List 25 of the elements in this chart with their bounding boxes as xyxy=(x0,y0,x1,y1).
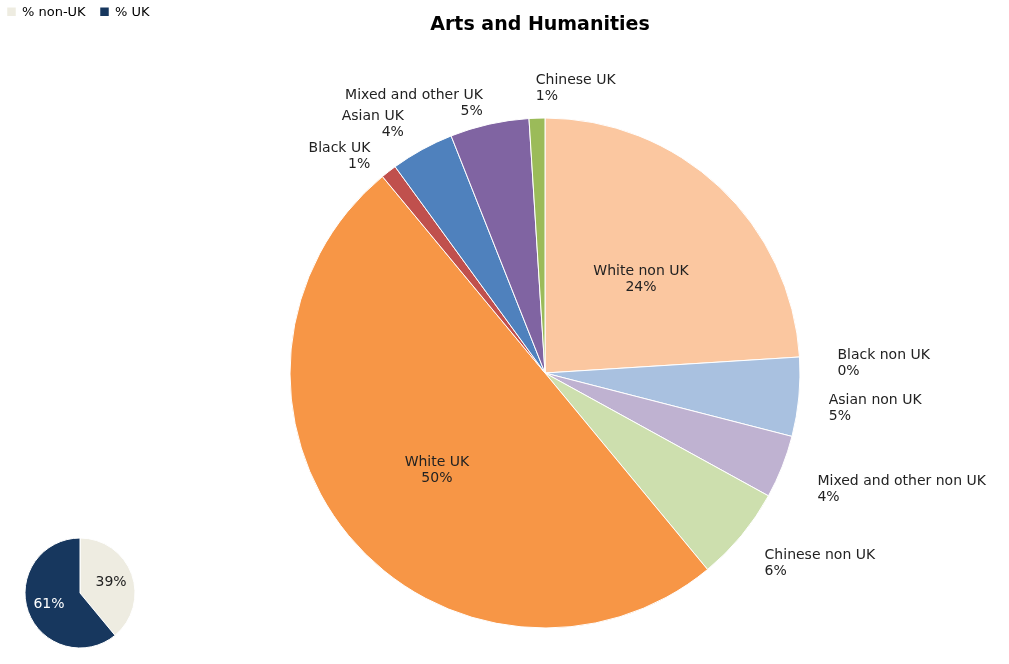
category-label: Black non UK xyxy=(837,345,930,362)
data-label: 4% xyxy=(381,123,404,140)
text: 0% xyxy=(837,361,860,378)
data-label: 5% xyxy=(828,406,851,423)
slice-label: Mixed and other non UK xyxy=(817,471,987,488)
slice-label: Chinese UK xyxy=(535,71,617,88)
slice-label: Asian UK xyxy=(341,107,405,124)
slice-label: White non UK xyxy=(593,261,690,278)
slice-label: Black UK xyxy=(308,138,372,155)
legend-label: % UK xyxy=(115,3,150,19)
slice-label: Chinese non UK xyxy=(764,545,876,562)
legend-label: % non-UK xyxy=(22,3,87,19)
data-label: 1% xyxy=(535,87,559,104)
chart-title: Arts and Humanities xyxy=(430,12,650,34)
data-label: 50% xyxy=(421,469,453,486)
data-label: 6% xyxy=(764,561,787,578)
slice-label: Asian non UK xyxy=(828,390,923,407)
data-label: 61% xyxy=(33,595,65,612)
slice-label: Mixed and other UK xyxy=(345,85,484,102)
data-label: 1% xyxy=(348,154,371,171)
data-label: 39% xyxy=(95,572,127,589)
slice-label: White UK xyxy=(404,453,471,470)
data-label: 4% xyxy=(817,487,840,504)
data-label: 5% xyxy=(460,101,483,118)
data-label: 24% xyxy=(625,277,657,294)
